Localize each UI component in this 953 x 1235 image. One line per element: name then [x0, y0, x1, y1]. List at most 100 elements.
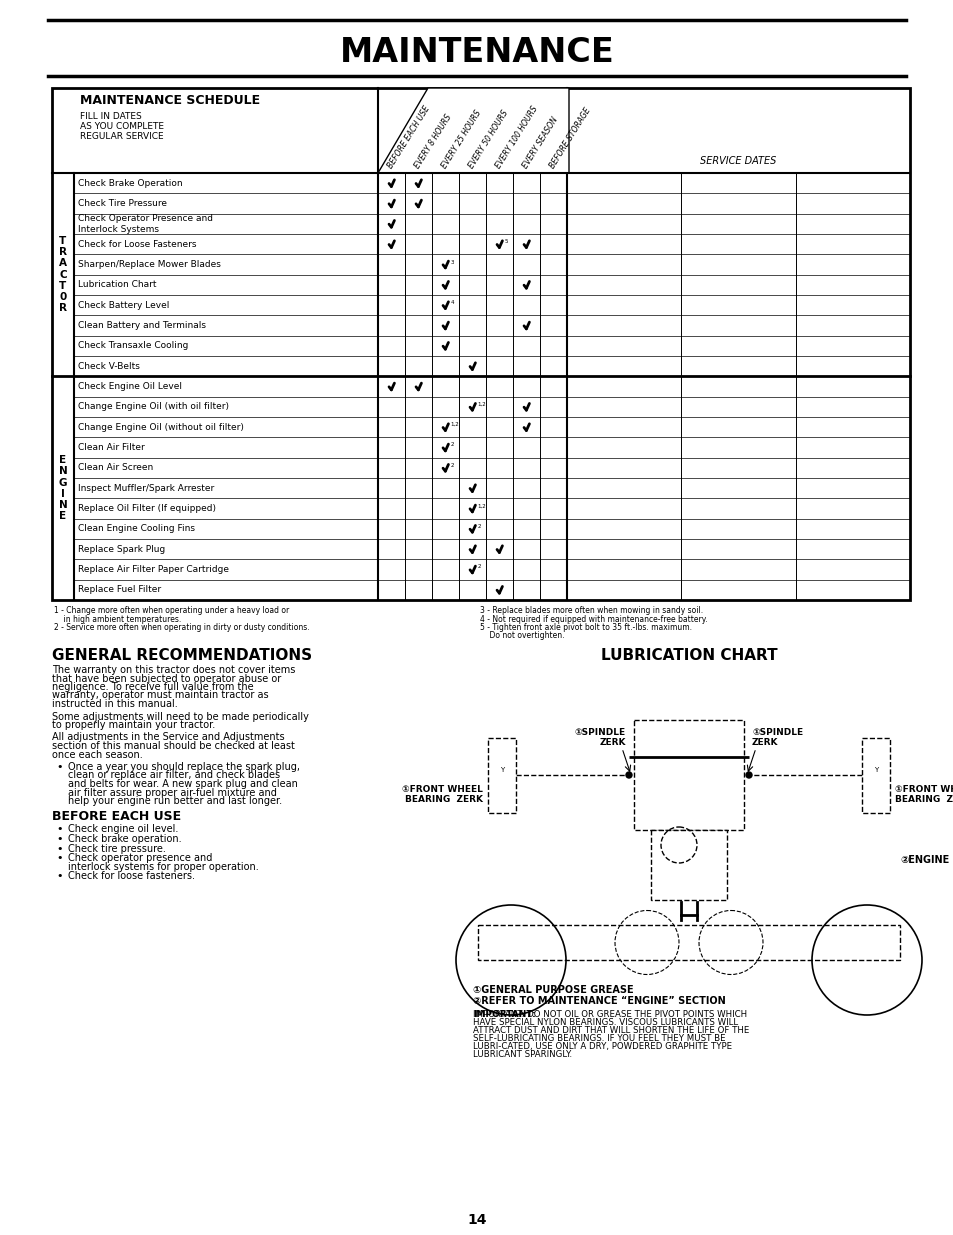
Text: Check for loose fasteners.: Check for loose fasteners.	[68, 871, 194, 881]
Circle shape	[745, 772, 751, 778]
Text: Check Tire Pressure: Check Tire Pressure	[78, 199, 167, 207]
Text: EVERY 25 HOURS: EVERY 25 HOURS	[439, 109, 482, 170]
Text: 2: 2	[450, 442, 454, 447]
Text: Y: Y	[873, 767, 877, 773]
Bar	[634, 720, 743, 830]
Text: Check Battery Level: Check Battery Level	[78, 300, 170, 310]
Text: Clean Battery and Terminals: Clean Battery and Terminals	[78, 321, 206, 330]
Text: LUBRI-CATED, USE ONLY A DRY, POWDERED GRAPHITE TYPE: LUBRI-CATED, USE ONLY A DRY, POWDERED GR…	[473, 1042, 731, 1051]
Bar	[650, 830, 726, 900]
Text: MAINTENANCE: MAINTENANCE	[339, 36, 614, 68]
Text: help your engine run better and last longer.: help your engine run better and last lon…	[68, 797, 282, 806]
Text: IMPORTANT: DO NOT OIL OR GREASE THE PIVOT POINTS WHICH: IMPORTANT: DO NOT OIL OR GREASE THE PIVO…	[473, 1010, 746, 1019]
Text: clean or replace air filter, and check blades: clean or replace air filter, and check b…	[68, 771, 280, 781]
Text: REGULAR SERVICE: REGULAR SERVICE	[80, 132, 164, 141]
Text: AS YOU COMPLETE: AS YOU COMPLETE	[80, 122, 164, 131]
Text: •: •	[56, 871, 63, 881]
Text: EVERY SEASON: EVERY SEASON	[520, 115, 559, 170]
Text: IMPORTANT:: IMPORTANT:	[473, 1010, 536, 1019]
Text: •: •	[56, 762, 63, 772]
Text: Check Transaxle Cooling: Check Transaxle Cooling	[78, 341, 188, 351]
Text: Check tire pressure.: Check tire pressure.	[68, 844, 166, 853]
Text: SELF-LUBRICATING BEARINGS. IF YOU FEEL THEY MUST BE: SELF-LUBRICATING BEARINGS. IF YOU FEEL T…	[473, 1034, 725, 1044]
Text: •: •	[56, 825, 63, 835]
Text: once each season.: once each season.	[52, 750, 143, 760]
Text: 2: 2	[477, 564, 480, 569]
Text: air filter assure proper air-fuel mixture and: air filter assure proper air-fuel mixtur…	[68, 788, 276, 798]
Text: 3 - Replace blades more often when mowing in sandy soil.: 3 - Replace blades more often when mowin…	[479, 606, 702, 615]
Text: ②ENGINE: ②ENGINE	[899, 855, 948, 864]
Text: ①SPINDLE
ZERK: ①SPINDLE ZERK	[575, 727, 625, 747]
Text: Check engine oil level.: Check engine oil level.	[68, 825, 178, 835]
Text: 4 - Not required if equipped with maintenance-free battery.: 4 - Not required if equipped with mainte…	[479, 615, 707, 624]
Text: negligence. To receive full value from the: negligence. To receive full value from t…	[52, 682, 253, 692]
Bar	[477, 925, 899, 960]
Text: The warranty on this tractor does not cover items: The warranty on this tractor does not co…	[52, 664, 295, 676]
Text: T
R
A
C
T
0
R: T R A C T 0 R	[59, 236, 67, 314]
Text: BEFORE EACH USE: BEFORE EACH USE	[385, 104, 431, 170]
Text: 3: 3	[450, 259, 454, 264]
Text: 1,2: 1,2	[477, 504, 486, 509]
Text: 1 - Change more often when operating under a heavy load or: 1 - Change more often when operating und…	[54, 606, 289, 615]
Text: LUBRICANT SPARINGLY.: LUBRICANT SPARINGLY.	[473, 1050, 572, 1058]
Text: Inspect Muffler/Spark Arrester: Inspect Muffler/Spark Arrester	[78, 484, 214, 493]
Text: section of this manual should be checked at least: section of this manual should be checked…	[52, 741, 294, 751]
Text: All adjustments in the Service and Adjustments: All adjustments in the Service and Adjus…	[52, 732, 284, 742]
Text: 5: 5	[504, 240, 507, 245]
Bar	[488, 737, 516, 813]
Text: E
N
G
I
N
E: E N G I N E	[58, 456, 68, 521]
Text: Clean Air Filter: Clean Air Filter	[78, 443, 145, 452]
Text: Change Engine Oil (without oil filter): Change Engine Oil (without oil filter)	[78, 422, 244, 432]
Text: 1,2: 1,2	[477, 401, 486, 406]
Text: ①SPINDLE
ZERK: ①SPINDLE ZERK	[751, 727, 802, 747]
Text: Do not overtighten.: Do not overtighten.	[479, 631, 564, 641]
Text: Replace Oil Filter (If equipped): Replace Oil Filter (If equipped)	[78, 504, 215, 513]
Circle shape	[625, 772, 631, 778]
Text: and belts for wear. A new spark plug and clean: and belts for wear. A new spark plug and…	[68, 779, 297, 789]
Text: Clean Engine Cooling Fins: Clean Engine Cooling Fins	[78, 525, 194, 534]
Text: Clean Air Screen: Clean Air Screen	[78, 463, 153, 472]
Text: Replace Air Filter Paper Cartridge: Replace Air Filter Paper Cartridge	[78, 564, 229, 574]
Text: 2: 2	[450, 463, 454, 468]
Text: 2: 2	[477, 524, 480, 529]
Text: Change Engine Oil (with oil filter): Change Engine Oil (with oil filter)	[78, 403, 229, 411]
Text: Check Brake Operation: Check Brake Operation	[78, 179, 182, 188]
Text: ①FRONT WHEEL
BEARING  ZERK: ①FRONT WHEEL BEARING ZERK	[894, 785, 953, 804]
Text: interlock systems for proper operation.: interlock systems for proper operation.	[68, 862, 258, 872]
Text: in high ambient temperatures.: in high ambient temperatures.	[54, 615, 181, 624]
Text: •: •	[56, 853, 63, 863]
Text: instructed in this manual.: instructed in this manual.	[52, 699, 177, 709]
Text: •: •	[56, 834, 63, 844]
Text: BEFORE EACH USE: BEFORE EACH USE	[52, 810, 181, 824]
Text: 2 - Service more often when operating in dirty or dusty conditions.: 2 - Service more often when operating in…	[54, 622, 310, 632]
Text: EVERY 8 HOURS: EVERY 8 HOURS	[413, 112, 453, 170]
Text: Once a year you should replace the spark plug,: Once a year you should replace the spark…	[68, 762, 299, 772]
Text: FILL IN DATES: FILL IN DATES	[80, 112, 142, 121]
Text: Check for Loose Fasteners: Check for Loose Fasteners	[78, 240, 196, 248]
Text: Check brake operation.: Check brake operation.	[68, 834, 181, 844]
Text: 4: 4	[450, 300, 454, 305]
Text: BEFORE STORAGE: BEFORE STORAGE	[547, 106, 592, 170]
Text: SERVICE DATES: SERVICE DATES	[700, 156, 776, 165]
Text: HAVE SPECIAL NYLON BEARINGS. VISCOUS LUBRICANTS WILL: HAVE SPECIAL NYLON BEARINGS. VISCOUS LUB…	[473, 1018, 738, 1028]
Text: •: •	[56, 844, 63, 853]
Text: ②REFER TO MAINTENANCE “ENGINE” SECTION: ②REFER TO MAINTENANCE “ENGINE” SECTION	[473, 995, 725, 1007]
Text: Check Operator Presence and
Interlock Systems: Check Operator Presence and Interlock Sy…	[78, 214, 213, 233]
Text: Sharpen/Replace Mower Blades: Sharpen/Replace Mower Blades	[78, 261, 221, 269]
Text: that have been subjected to operator abuse or: that have been subjected to operator abu…	[52, 673, 281, 683]
Text: to properly maintain your tractor.: to properly maintain your tractor.	[52, 720, 215, 730]
Bar	[862, 737, 889, 813]
Text: Lubrication Chart: Lubrication Chart	[78, 280, 156, 289]
Text: 1,2: 1,2	[450, 422, 458, 427]
Text: Check operator presence and: Check operator presence and	[68, 853, 213, 863]
Text: 14: 14	[467, 1213, 486, 1228]
Text: warranty, operator must maintain tractor as: warranty, operator must maintain tractor…	[52, 690, 269, 700]
Text: Y: Y	[499, 767, 503, 773]
Bar	[52, 88, 909, 600]
Text: Replace Fuel Filter: Replace Fuel Filter	[78, 585, 161, 594]
Text: ①GENERAL PURPOSE GREASE: ①GENERAL PURPOSE GREASE	[473, 986, 633, 995]
Text: GENERAL RECOMMENDATIONS: GENERAL RECOMMENDATIONS	[52, 648, 312, 663]
Text: ATTRACT DUST AND DIRT THAT WILL SHORTEN THE LIFE OF THE: ATTRACT DUST AND DIRT THAT WILL SHORTEN …	[473, 1026, 749, 1035]
Text: Check Engine Oil Level: Check Engine Oil Level	[78, 382, 182, 391]
Text: 5 - Tighten front axle pivot bolt to 35 ft.-lbs. maximum.: 5 - Tighten front axle pivot bolt to 35 …	[479, 622, 691, 632]
